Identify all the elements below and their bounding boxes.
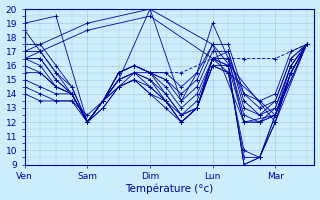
X-axis label: Température (°c): Température (°c): [125, 184, 214, 194]
